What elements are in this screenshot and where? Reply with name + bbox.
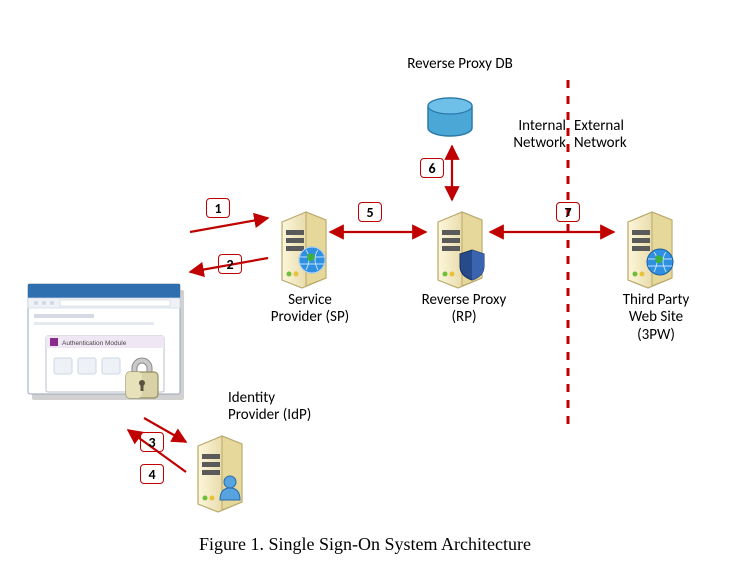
third-party-icon [622, 208, 686, 292]
label-reverse-proxy: Reverse Proxy (RP) [404, 292, 524, 327]
label-identity-provider: Identity Provider (IdP) [228, 390, 348, 425]
label-service-provider: Service Provider (SP) [250, 292, 370, 327]
figure-caption: Figure 1. Single Sign-On System Architec… [0, 534, 730, 555]
identity-provider-icon [192, 432, 256, 516]
diagram-stage: { "canvas": { "width": 730, "height": 57… [0, 0, 730, 570]
reverse-proxy-icon [432, 208, 496, 292]
label-reverse-proxy-db: Reverse Proxy DB [380, 56, 540, 73]
arrow-1 [190, 218, 268, 232]
step-badge-4: 4 [140, 464, 164, 484]
auth-module-label: Authentication Module [62, 340, 127, 347]
label-external-network: External Network [574, 118, 646, 153]
step-badge-5: 5 [358, 202, 382, 222]
client-browser-icon: Authentication Module [22, 278, 192, 428]
step-badge-6: 6 [420, 158, 444, 178]
label-third-party: Third Party Web Site (3PW) [596, 292, 716, 344]
label-internal-network: Internal Network [494, 118, 566, 153]
database-icon [425, 96, 475, 146]
step-badge-1: 1 [206, 198, 230, 218]
step-badge-2: 2 [218, 254, 242, 274]
step-badge-3: 3 [140, 432, 164, 452]
service-provider-icon [276, 208, 340, 292]
step-badge-7: 7 [556, 202, 580, 222]
